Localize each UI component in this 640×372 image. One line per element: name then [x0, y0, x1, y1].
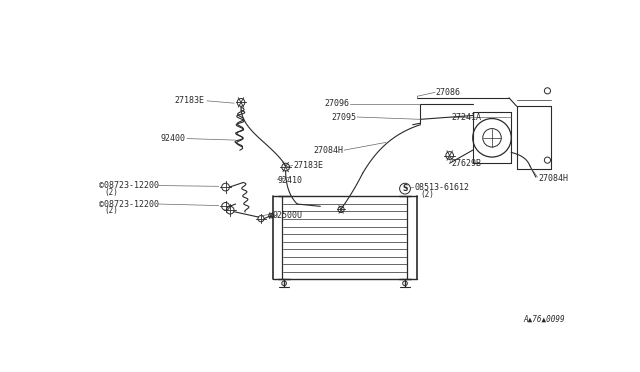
Text: 27086: 27086 — [436, 88, 461, 97]
Text: 08513-61612: 08513-61612 — [414, 183, 469, 192]
Text: ©08723-12200: ©08723-12200 — [99, 181, 159, 190]
Text: 92500U: 92500U — [273, 211, 303, 220]
Text: 27183E: 27183E — [175, 96, 205, 105]
Text: 27629B: 27629B — [451, 159, 481, 168]
Text: (2): (2) — [105, 206, 118, 215]
Text: ©08723-12200: ©08723-12200 — [99, 199, 159, 209]
Text: 27183E: 27183E — [293, 161, 323, 170]
Text: S: S — [403, 184, 408, 193]
Text: 27241A: 27241A — [451, 112, 481, 122]
Text: 92410: 92410 — [278, 176, 303, 185]
Text: (2): (2) — [105, 188, 118, 197]
Text: 92400: 92400 — [161, 134, 186, 143]
Text: 27096: 27096 — [324, 99, 349, 108]
Text: A▲76▲0099: A▲76▲0099 — [524, 314, 565, 323]
Text: 27084H: 27084H — [314, 145, 344, 155]
Text: 27095: 27095 — [332, 112, 356, 122]
Text: (2): (2) — [420, 189, 435, 199]
Text: 27084H: 27084H — [538, 174, 568, 183]
